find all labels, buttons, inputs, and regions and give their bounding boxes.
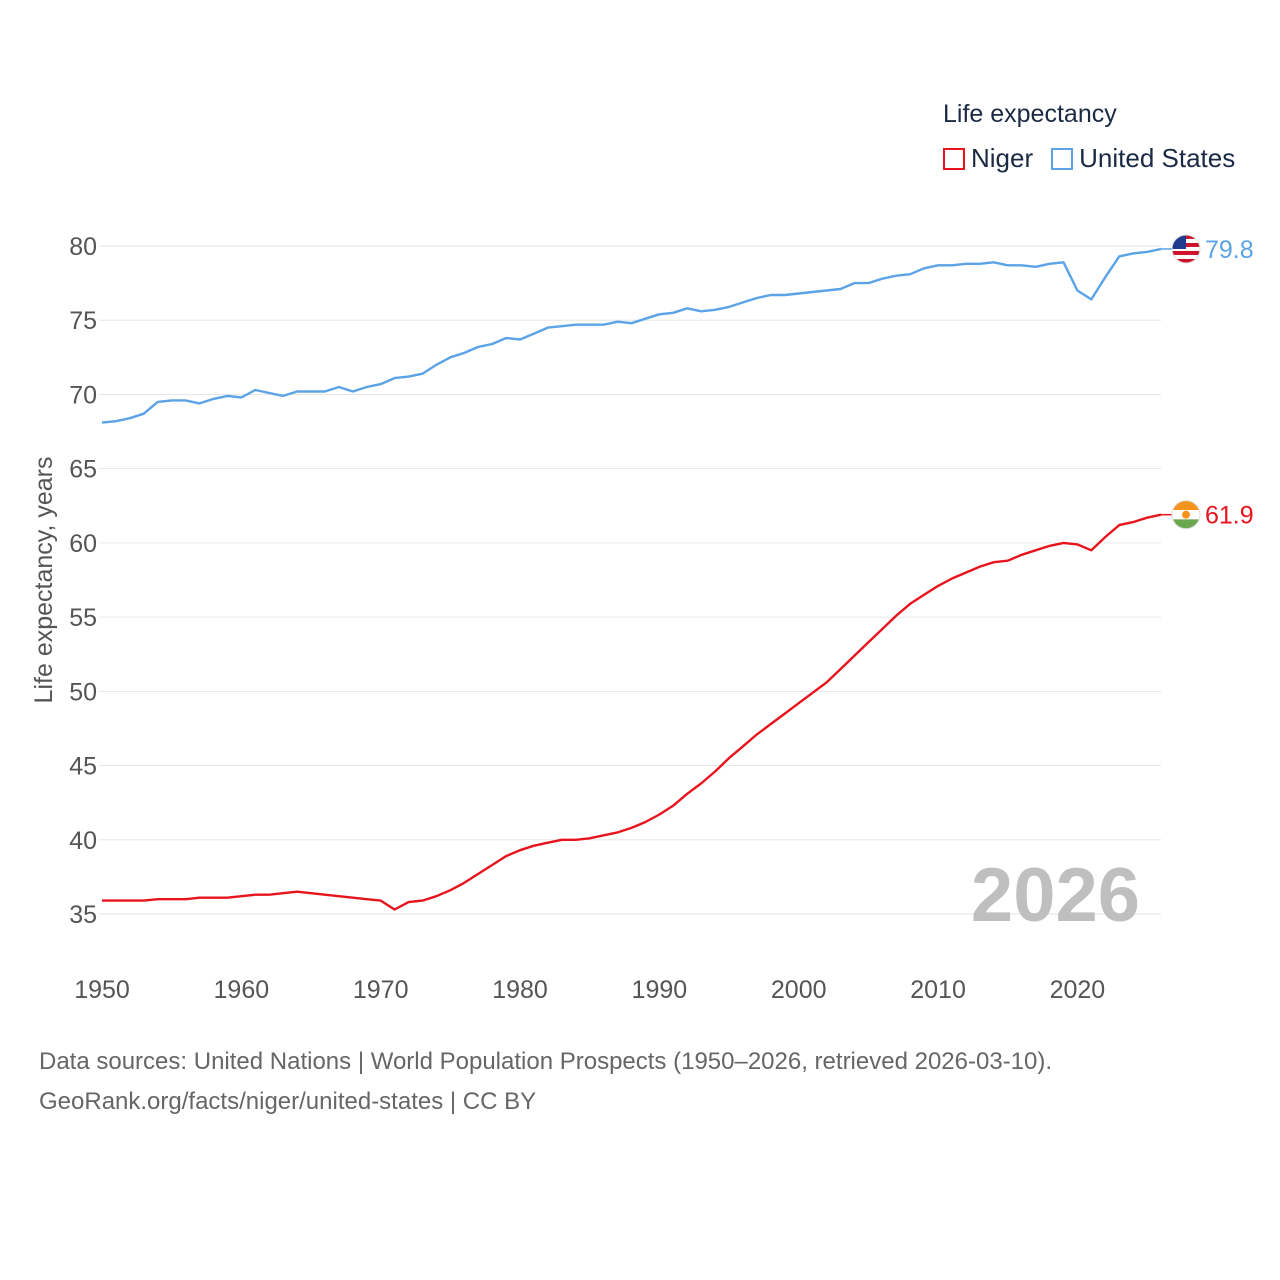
end-label-united-states: 79.8 xyxy=(1205,236,1254,264)
us-flag-icon xyxy=(1171,234,1201,264)
legend-title: Life expectancy xyxy=(943,100,1117,128)
x-tick-label-1970: 1970 xyxy=(353,976,409,1004)
y-axis-label: Life expectancy, years xyxy=(30,457,58,704)
y-tick-label-80: 80 xyxy=(69,233,97,261)
series-line-niger xyxy=(102,513,1162,911)
x-tick-label-1950: 1950 xyxy=(74,976,130,1004)
x-tick-label-2010: 2010 xyxy=(910,976,966,1004)
y-tick-label-65: 65 xyxy=(69,456,97,484)
niger-swatch xyxy=(943,147,965,170)
y-tick-label-75: 75 xyxy=(69,307,97,335)
y-tick-label-50: 50 xyxy=(69,678,97,706)
current-year-label: 2026 xyxy=(970,853,1140,938)
y-tick-label-60: 60 xyxy=(69,530,97,558)
x-tick-label-2000: 2000 xyxy=(771,976,827,1004)
gridlines xyxy=(99,245,1161,915)
legend-label-niger: Niger xyxy=(971,143,1034,173)
source-line-1: Data sources: United Nations | World Pop… xyxy=(39,1048,1053,1075)
legend-item-niger[interactable]: Niger xyxy=(943,143,1033,174)
source-note: Data sources: United Nations | World Pop… xyxy=(39,1042,1052,1122)
x-tick-label-2020: 2020 xyxy=(1050,976,1106,1004)
y-tick-label-35: 35 xyxy=(69,901,97,929)
y-tick-label-45: 45 xyxy=(69,753,97,781)
legend: Life expectancy Niger United States xyxy=(943,100,1253,174)
series-line-united-states xyxy=(101,247,1162,424)
y-tick-label-55: 55 xyxy=(69,604,97,632)
legend-item-usa[interactable]: United States xyxy=(1051,143,1235,174)
usa-swatch xyxy=(1051,147,1074,170)
y-axis-ticks: 35 40 45 50 55 60 65 70 75 80 xyxy=(69,233,97,929)
end-label-niger: 61.9 xyxy=(1205,502,1254,530)
x-axis-ticks: 1950 1960 1970 1980 1990 2000 2010 2020 xyxy=(74,976,1105,1004)
y-tick-label-70: 70 xyxy=(69,381,97,409)
x-tick-label-1990: 1990 xyxy=(632,976,688,1004)
x-tick-label-1980: 1980 xyxy=(492,976,548,1004)
legend-label-usa: United States xyxy=(1079,143,1236,173)
niger-flag-icon xyxy=(1171,500,1201,530)
series-end-labels: 61.9 79.8 xyxy=(1161,234,1254,530)
y-tick-label-40: 40 xyxy=(69,827,97,855)
x-tick-label-1960: 1960 xyxy=(214,976,270,1004)
series-lines xyxy=(101,247,1162,911)
source-line-2[interactable]: GeoRank.org/facts/niger/united-states | … xyxy=(39,1088,537,1115)
